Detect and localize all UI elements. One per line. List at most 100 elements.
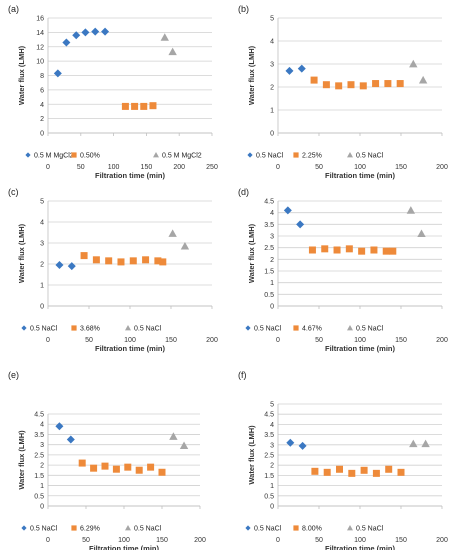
legend-label: 0.5 NaCl — [254, 326, 282, 333]
x-tick-label: 50 — [315, 537, 323, 544]
data-point — [168, 229, 177, 237]
x-tick-label: 100 — [354, 164, 366, 171]
data-point — [370, 246, 378, 254]
series-triangle — [168, 229, 190, 250]
data-point — [385, 465, 393, 473]
series-square — [311, 465, 405, 477]
x-axis-label: Filtration time (min) — [95, 344, 166, 353]
y-tick-label: 2.5 — [264, 245, 274, 252]
x-tick-label: 0 — [276, 164, 280, 171]
data-point — [372, 469, 380, 477]
y-tick-label: 1 — [270, 280, 274, 287]
x-tick-label: 150 — [395, 537, 407, 544]
data-point — [409, 59, 418, 68]
data-point — [321, 245, 329, 253]
y-tick-label: 1 — [270, 108, 274, 115]
series-square — [308, 245, 397, 255]
series-diamond — [286, 438, 307, 450]
data-point — [297, 64, 306, 73]
data-point — [396, 80, 404, 88]
y-tick-label: 5 — [40, 199, 44, 206]
data-point — [105, 257, 113, 265]
series-triangle — [409, 439, 430, 448]
data-point — [121, 102, 129, 110]
data-point — [298, 441, 307, 450]
data-point — [66, 435, 75, 444]
x-tick-label: 0 — [46, 164, 50, 171]
data-point — [131, 102, 139, 110]
y-tick-label: 10 — [36, 59, 44, 66]
x-tick-label: 100 — [354, 337, 366, 344]
series-triangle — [409, 59, 428, 84]
chart-panel: (f)00.511.522.533.544.550 50 100 150 200Wate… — [238, 370, 448, 550]
y-tick-label: 2 — [40, 116, 44, 123]
series-square — [121, 102, 157, 110]
legend-label: 4.67% — [302, 326, 322, 333]
data-point — [180, 241, 190, 250]
x-tick-label: 0 — [46, 337, 50, 344]
data-point — [409, 439, 418, 448]
legend-entry: 0.5 M MgCl2 — [153, 152, 202, 160]
y-tick-label: 8 — [40, 73, 44, 80]
data-point — [55, 261, 64, 270]
legend-entry: 0.5 NaCl — [347, 152, 384, 160]
legend-marker — [125, 525, 131, 531]
data-point — [112, 465, 120, 473]
y-tick-label: 3.5 — [264, 222, 274, 229]
data-point — [418, 75, 428, 84]
legend-entry: 0.5 NaCl — [347, 325, 384, 333]
data-point — [168, 47, 177, 56]
y-tick-label: 4.5 — [264, 199, 274, 206]
series-diamond — [53, 27, 110, 78]
legend-label: 0.5 NaCl — [30, 526, 58, 533]
legend-marker — [71, 525, 77, 531]
y-tick-label: 3 — [270, 234, 274, 241]
legend-label: 6.29% — [80, 526, 100, 533]
y-tick-label: 1.5 — [264, 269, 274, 276]
data-point — [335, 82, 343, 90]
data-point — [348, 469, 356, 477]
y-tick-label: 2 — [40, 262, 44, 269]
x-tick-label: 150 — [156, 537, 168, 544]
y-tick-label: 4 — [40, 220, 44, 227]
x-tick-label: 200 — [194, 537, 206, 544]
y-tick-label: 0.5 — [264, 493, 274, 500]
data-point — [372, 80, 380, 88]
data-point — [62, 38, 71, 47]
x-tick-label: 0 — [276, 337, 280, 344]
data-point — [90, 464, 98, 472]
y-tick-label: 2.5 — [264, 453, 274, 460]
legend-marker — [293, 325, 299, 331]
legend-label: 0.5 NaCl — [356, 153, 384, 160]
x-tick-label: 0 — [46, 537, 50, 544]
data-point — [417, 229, 426, 238]
legend-label: 0.5 M MgCl2 — [162, 153, 202, 160]
x-axis-label: Filtration time (min) — [325, 544, 396, 550]
y-tick-label: 1 — [40, 483, 44, 490]
legend-entry: 3.68% — [71, 325, 100, 333]
data-point — [406, 206, 416, 214]
data-point — [384, 80, 392, 88]
y-tick-label: 4.5 — [34, 412, 44, 419]
legend-entry: 4.67% — [293, 325, 322, 333]
data-point — [310, 76, 318, 84]
legend-entry: 0.5 NaCl — [21, 525, 58, 533]
series-triangle — [406, 206, 426, 238]
data-point — [154, 257, 162, 265]
y-tick-label: 0 — [270, 504, 274, 511]
data-point — [78, 459, 86, 467]
x-tick-label: 200 — [206, 337, 218, 344]
data-point — [285, 66, 294, 75]
x-axis-label: Filtration time (min) — [325, 171, 396, 180]
series-square — [310, 76, 404, 90]
data-point — [421, 439, 430, 448]
chart-panel: (e) 0 0.5 1 1.5 2 2.5 3 3.5 4 4.5 0 50 100 150 200 Water… — [8, 370, 206, 550]
data-point — [101, 462, 109, 470]
data-point — [160, 33, 169, 41]
y-tick-label: 1 — [40, 283, 44, 290]
legend-entry: 0.5 NaCl — [21, 325, 58, 333]
y-tick-label: 2 — [270, 463, 274, 470]
